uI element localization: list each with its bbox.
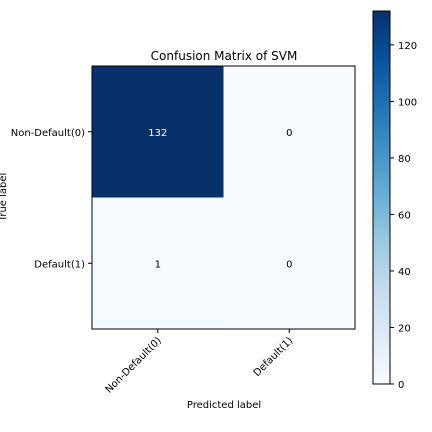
x-tick-labels: Non-Default(0) Default(1) xyxy=(104,329,296,396)
colorbar xyxy=(372,10,391,385)
colorbar-tick-label: 0 xyxy=(398,380,404,391)
y-tick-labels: Non-Default(0) Default(1) xyxy=(11,128,92,270)
heatmap-cells: 132 0 1 0 xyxy=(92,66,355,329)
colorbar-ticks: 0 20 40 60 80 100 120 xyxy=(390,41,417,391)
cell-value-1-0: 1 xyxy=(155,259,161,270)
chart-title: Confusion Matrix of SVM xyxy=(151,49,298,63)
colorbar-tick-label: 80 xyxy=(398,154,411,165)
cell-value-0-1: 0 xyxy=(286,128,292,139)
colorbar-tick-label: 120 xyxy=(398,41,417,52)
cell-value-0-0: 132 xyxy=(148,128,167,139)
x-tick-label: Default(1) xyxy=(252,335,296,379)
matrix-cell-0-1 xyxy=(223,66,355,198)
colorbar-tick-label: 20 xyxy=(398,323,411,334)
plot-frame xyxy=(91,65,356,330)
matrix-cell-1-1 xyxy=(223,197,355,329)
matrix-cell-1-0 xyxy=(92,197,224,329)
y-tick-label: Non-Default(0) xyxy=(11,128,85,139)
cell-value-1-1: 0 xyxy=(286,259,292,270)
colorbar-tick-label: 100 xyxy=(398,97,417,108)
y-tick-label: Default(1) xyxy=(34,259,85,270)
x-axis-label: Predicted label xyxy=(187,400,261,411)
colorbar-tick-label: 40 xyxy=(398,267,411,278)
y-axis-label: True label xyxy=(0,173,9,223)
colorbar-tick-label: 60 xyxy=(398,210,411,221)
x-tick-label: Non-Default(0) xyxy=(104,335,164,395)
matrix-cell-0-0 xyxy=(92,66,224,198)
